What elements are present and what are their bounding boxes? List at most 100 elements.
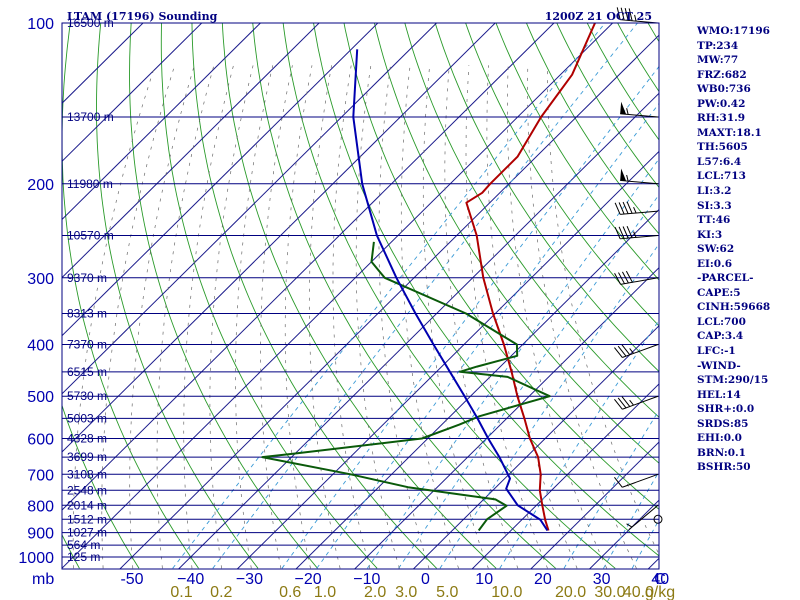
pressure-tick-label: 600: [27, 432, 54, 449]
sounding-indices-panel: WMO:17196 TP:234 MW:77 FRZ:682 WB0:736 PW:0.4…: [697, 24, 800, 475]
temperature-tick-label: −30: [236, 571, 263, 588]
isotherm-line: [62, 23, 203, 163]
sounding-profiles: [261, 23, 596, 532]
wind-barb: [614, 395, 659, 410]
temperature-tick-label: 0: [421, 571, 430, 588]
moist-adiabat-line: [209, 65, 254, 569]
isotherm-line: [62, 23, 379, 337]
isotherm-line: [62, 23, 262, 221]
isotherm-line: [62, 23, 555, 511]
mixing-ratio-line: [172, 23, 606, 569]
temperature-tick-label: −40: [177, 571, 204, 588]
index-row: EI:0.6: [697, 257, 733, 270]
mixing-ratio-label: 10.0: [491, 584, 522, 600]
height-label: 8313 m: [67, 307, 107, 321]
mixing-ratio-label: 30.0: [594, 584, 625, 600]
dry-adiabat-line: [465, 23, 659, 327]
height-label: 16500 m: [67, 16, 114, 30]
plot-frame: [61, 22, 660, 570]
moist-adiabat-line: [284, 65, 313, 569]
isobars: [62, 22, 659, 558]
plot-background: [62, 23, 659, 569]
wind-barb: [614, 344, 659, 358]
temperature-tick-label: −10: [353, 571, 380, 588]
height-label: 125 m: [67, 550, 100, 564]
pressure-tick-label: 700: [27, 467, 54, 484]
wind-barb: [626, 504, 659, 531]
index-row: KI:3: [697, 228, 723, 241]
isotherm-line: [471, 383, 659, 569]
dry-adiabat-line: [434, 23, 659, 373]
mixing-ratio-label: 2.0: [364, 584, 386, 600]
pressure-tick-label: 100: [27, 16, 54, 33]
isotherm-line: [353, 266, 659, 569]
index-row: -WIND-: [697, 359, 741, 372]
index-row: EHI:0.0: [697, 432, 742, 445]
index-row: WMO:17196: [697, 25, 770, 37]
chart-time: 1200Z 21 OCT 25: [545, 10, 652, 23]
height-label: 2014 m: [67, 498, 107, 512]
wind-barb: [616, 7, 659, 24]
mixing-ratio-label: 5.0: [436, 584, 458, 600]
index-row: WB0:736: [697, 83, 751, 96]
isotherm-line: [62, 23, 614, 569]
wind-barb: [614, 473, 659, 488]
temperature-tick-label: 10: [475, 571, 493, 588]
isotherm-line: [62, 23, 496, 453]
index-row: CAP:3.4: [697, 330, 744, 343]
wind-barb: [620, 168, 659, 185]
moist-adiabat-line: [465, 65, 548, 569]
index-row: TT:46: [697, 214, 731, 227]
moist-adiabat-line: [332, 65, 371, 569]
dry-adiabat-line: [343, 23, 659, 510]
mixing-ratio-line: [603, 470, 659, 569]
index-row: LCL:713: [697, 170, 746, 183]
index-row: CAPE:5: [697, 286, 741, 299]
mixing-ratio-line: [212, 23, 639, 569]
temperature-unit-label: C: [654, 571, 666, 588]
dry-adiabat-line: [96, 23, 259, 569]
isotherm-line: [62, 23, 320, 279]
temperature-profile: [465, 23, 596, 531]
index-row: BSHR:50: [697, 461, 751, 474]
moist-adiabat-line: [486, 65, 578, 569]
mixing-ratio-label: 0.6: [279, 584, 301, 600]
chart-title: LTAM (17196) Sounding: [67, 10, 218, 23]
dry-adiabat-line: [160, 23, 378, 569]
moist-adiabat-line: [129, 65, 195, 569]
dry-adiabat-line: [404, 23, 659, 418]
index-row: MAXT:18.1: [697, 126, 762, 139]
pressure-tick-label: 500: [27, 389, 54, 406]
moist-adiabat-line: [355, 65, 400, 569]
height-label: 10570 m: [67, 228, 114, 242]
index-row: -PARCEL-: [697, 272, 754, 285]
pressure-tick-label: 1000: [18, 550, 54, 567]
index-row: STM:290/15: [697, 374, 769, 387]
wind-barb: [620, 101, 659, 118]
height-label: 1027 m: [67, 526, 107, 540]
index-row: FRZ:682: [697, 68, 747, 81]
index-row: TP:234: [697, 39, 739, 52]
height-label: 7370 m: [67, 338, 107, 352]
isotherm-line: [177, 92, 659, 569]
mixing-ratio-unit: g/kg: [645, 584, 675, 600]
mixing-ratio-label: 0.1: [170, 584, 192, 600]
index-row: LCL:700: [697, 315, 746, 328]
index-row: LI:3.2: [697, 185, 732, 198]
mixing-ratio-label: 0.2: [210, 584, 232, 600]
isotherm-line: [412, 325, 659, 569]
dry-adiabat-line: [586, 23, 659, 141]
dry-adiabat-line: [62, 404, 140, 569]
index-row: TH:5605: [697, 141, 748, 154]
height-labels: 16500 m 13700 m 11980 m 10570 m 9370 m 8313 m…: [67, 16, 114, 564]
height-label: 11980 m: [67, 177, 113, 191]
mixing-ratio-label: 20.0: [555, 584, 586, 600]
pressure-axis-labels: 100 200 300 400 500 600 700 800 900 1000 mb: [18, 16, 54, 588]
moist-adiabat-line: [378, 65, 430, 569]
index-row: CINH:59668: [697, 301, 771, 314]
index-row: LFC:-1: [697, 345, 736, 358]
moist-adiabat-line: [72, 65, 156, 569]
index-row: SHR+:0.0: [697, 403, 755, 416]
moist-adiabat-line: [101, 65, 176, 569]
